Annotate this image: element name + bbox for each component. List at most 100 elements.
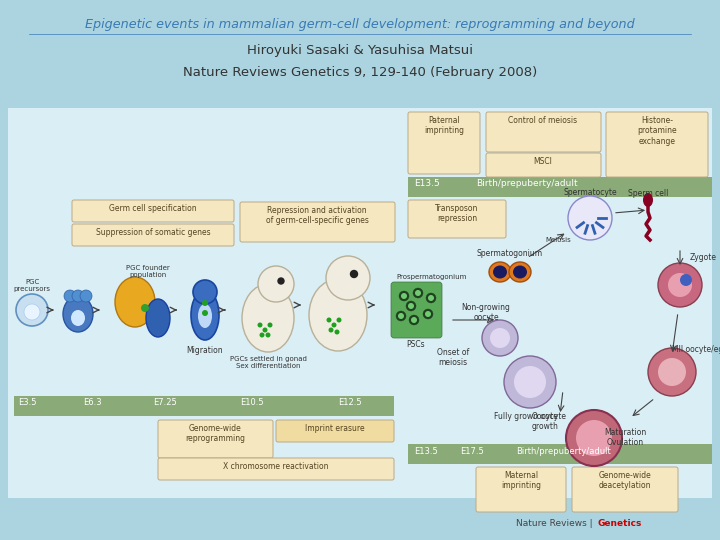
Text: Histone-
protamine
exchange: Histone- protamine exchange — [637, 116, 677, 146]
Ellipse shape — [63, 296, 93, 332]
Text: Epigenetic events in mammalian germ-cell development: reprogramming and beyond: Epigenetic events in mammalian germ-cell… — [85, 18, 635, 31]
FancyBboxPatch shape — [240, 202, 395, 242]
Circle shape — [399, 291, 409, 301]
Circle shape — [259, 333, 264, 338]
Ellipse shape — [643, 193, 653, 207]
Circle shape — [409, 315, 419, 325]
Text: Repression and activation
of germ-cell-specific genes: Repression and activation of germ-cell-s… — [266, 206, 369, 225]
Text: Transposon
repression: Transposon repression — [436, 204, 479, 224]
Text: E13.5: E13.5 — [414, 447, 438, 456]
Text: Fully grown oocyte: Fully grown oocyte — [494, 412, 566, 421]
Text: PGCs settled in gonad
Sex differentiation: PGCs settled in gonad Sex differentiatio… — [230, 356, 307, 369]
Circle shape — [426, 293, 436, 303]
Ellipse shape — [509, 262, 531, 282]
Circle shape — [351, 271, 358, 278]
Text: PGC
precursors: PGC precursors — [14, 279, 50, 292]
Circle shape — [658, 358, 686, 386]
Text: E3.5: E3.5 — [18, 398, 37, 407]
Text: Hiroyuki Sasaki & Yasuhisa Matsui: Hiroyuki Sasaki & Yasuhisa Matsui — [247, 44, 473, 57]
FancyBboxPatch shape — [276, 420, 394, 442]
Text: Prospermatogonium: Prospermatogonium — [396, 274, 467, 280]
Bar — [408, 444, 712, 464]
Text: E10.5: E10.5 — [240, 398, 264, 407]
Circle shape — [406, 301, 416, 311]
Circle shape — [268, 322, 272, 327]
Circle shape — [398, 313, 404, 319]
Circle shape — [428, 295, 434, 301]
Circle shape — [514, 366, 546, 398]
Text: Meiosis: Meiosis — [545, 237, 571, 243]
Circle shape — [258, 322, 263, 327]
Text: Maternal
imprinting: Maternal imprinting — [501, 471, 541, 490]
Circle shape — [566, 410, 622, 466]
Text: Non-growing
oocyte: Non-growing oocyte — [462, 302, 510, 322]
Circle shape — [423, 309, 433, 319]
Text: Paternal
imprinting: Paternal imprinting — [424, 116, 464, 136]
Circle shape — [490, 328, 510, 348]
Circle shape — [680, 274, 692, 286]
FancyBboxPatch shape — [408, 200, 506, 238]
FancyBboxPatch shape — [572, 467, 678, 512]
Circle shape — [16, 294, 48, 326]
FancyBboxPatch shape — [486, 112, 601, 152]
Text: Nature Reviews |: Nature Reviews | — [516, 519, 596, 528]
Ellipse shape — [115, 277, 155, 327]
Circle shape — [80, 290, 92, 302]
Circle shape — [648, 348, 696, 396]
Circle shape — [408, 303, 414, 309]
Text: Imprint erasure: Imprint erasure — [305, 424, 365, 433]
Circle shape — [326, 256, 370, 300]
Text: Zygote: Zygote — [690, 253, 717, 262]
Circle shape — [263, 327, 268, 333]
Text: Genetics: Genetics — [597, 519, 642, 528]
Bar — [14, 396, 394, 416]
Circle shape — [64, 290, 76, 302]
FancyBboxPatch shape — [486, 153, 601, 177]
Ellipse shape — [309, 279, 367, 351]
Ellipse shape — [191, 290, 219, 340]
Text: Spermatogonium: Spermatogonium — [477, 249, 543, 258]
Circle shape — [278, 278, 284, 284]
Text: E6.3: E6.3 — [83, 398, 102, 407]
Bar — [0, 0, 720, 105]
Circle shape — [401, 293, 407, 299]
Text: Migration: Migration — [186, 346, 223, 355]
Text: E17.5: E17.5 — [460, 447, 484, 456]
Text: Suppression of somatic genes: Suppression of somatic genes — [96, 228, 210, 237]
Bar — [408, 177, 712, 197]
FancyBboxPatch shape — [391, 282, 442, 338]
Circle shape — [425, 311, 431, 317]
Text: E13.5: E13.5 — [414, 179, 440, 188]
FancyBboxPatch shape — [158, 458, 394, 480]
Circle shape — [193, 280, 217, 304]
Text: Nature Reviews Genetics 9, 129-140 (February 2008): Nature Reviews Genetics 9, 129-140 (Febr… — [183, 66, 537, 79]
Ellipse shape — [489, 262, 511, 282]
Circle shape — [335, 329, 340, 334]
Circle shape — [331, 322, 336, 327]
Text: Spermatocyte: Spermatocyte — [563, 188, 617, 197]
Text: Control of meiosis: Control of meiosis — [508, 116, 577, 125]
Circle shape — [336, 318, 341, 322]
Text: Oocyte
growth: Oocyte growth — [531, 412, 559, 431]
Ellipse shape — [513, 266, 527, 279]
Circle shape — [568, 196, 612, 240]
FancyBboxPatch shape — [408, 112, 480, 174]
Circle shape — [202, 310, 208, 316]
Text: PGC founder
population: PGC founder population — [126, 265, 170, 278]
FancyBboxPatch shape — [72, 200, 234, 222]
FancyBboxPatch shape — [606, 112, 708, 177]
Text: E12.5: E12.5 — [338, 398, 361, 407]
Circle shape — [482, 320, 518, 356]
Circle shape — [396, 311, 406, 321]
Text: Genome-wide
reprogramming: Genome-wide reprogramming — [185, 424, 245, 443]
Text: Maturation
Ovulation: Maturation Ovulation — [604, 428, 646, 448]
Circle shape — [141, 304, 149, 312]
Text: X chromosome reactivation: X chromosome reactivation — [223, 462, 329, 471]
Circle shape — [202, 300, 208, 306]
Text: MII oocyte/egg: MII oocyte/egg — [672, 345, 720, 354]
Circle shape — [266, 333, 271, 338]
Bar — [8, 108, 712, 498]
Text: Birth/prepuberty/adult: Birth/prepuberty/adult — [476, 179, 577, 188]
Ellipse shape — [198, 304, 212, 328]
FancyBboxPatch shape — [72, 224, 234, 246]
